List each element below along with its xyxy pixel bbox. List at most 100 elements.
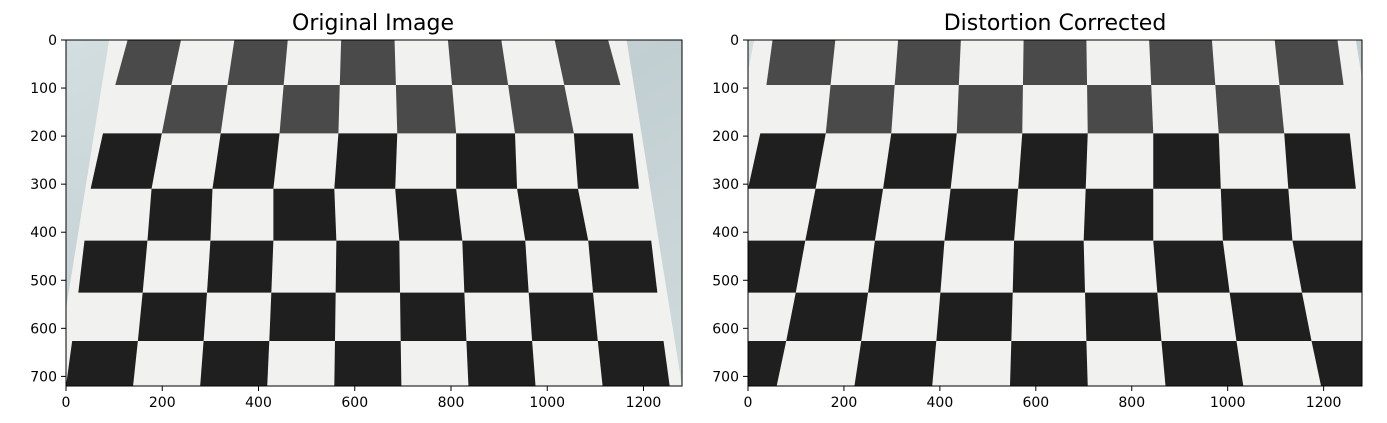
checker-square — [956, 84, 1023, 134]
x-tick-label: 600 — [1022, 395, 1049, 411]
y-tick-label: 400 — [30, 225, 57, 241]
axes-frame — [65, 39, 683, 387]
checker-square — [1153, 133, 1221, 189]
checker-square — [1149, 40, 1216, 85]
checker-square — [447, 40, 509, 85]
checker-square — [1292, 240, 1362, 293]
checker-square — [137, 292, 207, 342]
x-tick-label: 200 — [831, 395, 858, 411]
checker-square — [944, 188, 1019, 241]
checker-square — [1229, 292, 1312, 342]
y-tick-label: 100 — [712, 81, 739, 97]
checker-square — [227, 40, 288, 85]
checker-square — [115, 40, 181, 85]
x-tick-label: 400 — [245, 395, 272, 411]
checker-square — [1087, 84, 1154, 134]
y-tick-label: 600 — [30, 321, 57, 337]
checker-square — [1083, 188, 1154, 241]
checker-square — [1085, 292, 1162, 342]
checker-square — [161, 84, 228, 134]
y-tick-label: 700 — [30, 369, 57, 385]
photo — [748, 40, 1362, 386]
checker-square — [883, 133, 957, 189]
checker-square — [466, 341, 536, 386]
y-tick-label: 500 — [712, 273, 739, 289]
checker-square — [90, 133, 162, 189]
checker-square — [200, 341, 270, 386]
checker-square — [206, 240, 274, 293]
checker-square — [400, 292, 467, 342]
checker-square — [1274, 40, 1344, 85]
x-tick-label: 600 — [341, 395, 368, 411]
checker-square — [395, 84, 457, 134]
checker-square — [147, 188, 213, 241]
checker-square — [66, 341, 138, 386]
x-tick-label: 800 — [438, 395, 465, 411]
checker-square — [805, 188, 884, 241]
original-image-panel: 0 200 400 600 800 1000 1200 0 100 200 300 400 500 600… — [30, 33, 683, 411]
y-tick-label: 200 — [30, 129, 57, 145]
checker-square — [786, 292, 869, 342]
x-tick-label: 1000 — [529, 395, 565, 411]
checker-square — [748, 240, 806, 293]
checker-square — [334, 133, 398, 189]
checker-square — [868, 240, 945, 293]
photo — [66, 40, 682, 386]
checker-square — [1009, 341, 1088, 386]
x-tick-label: 200 — [149, 395, 176, 411]
checker-square — [1012, 240, 1086, 293]
checker-square — [1022, 40, 1088, 85]
checker-square — [1215, 84, 1285, 134]
checker-square — [1153, 240, 1230, 293]
checker-square — [273, 188, 337, 241]
checker-square — [212, 133, 280, 189]
checker-square — [269, 292, 336, 342]
checker-square — [588, 240, 658, 293]
y-tick-label: 200 — [712, 129, 739, 145]
checker-square — [554, 40, 621, 85]
checker-square — [597, 341, 670, 386]
checker-square — [766, 40, 836, 85]
checker-square — [1311, 341, 1362, 386]
x-tick-label: 1200 — [626, 395, 662, 411]
y-tick-label: 500 — [30, 273, 57, 289]
checker-square — [517, 188, 589, 241]
checker-square — [748, 341, 787, 386]
checker-square — [508, 84, 574, 134]
checker-square — [1018, 133, 1088, 189]
checker-square — [339, 40, 396, 85]
checker-square — [78, 240, 148, 293]
checker-square — [279, 84, 340, 134]
corrected-image-panel: 0 200 400 600 800 1000 1200 0 100 200 300 400 500 600… — [712, 33, 1363, 411]
y-tick-label: 600 — [712, 321, 739, 337]
x-tick-label: 1000 — [1210, 395, 1246, 411]
checker-square — [1161, 341, 1244, 386]
checker-square — [573, 133, 639, 189]
y-tick-label: 300 — [712, 177, 739, 193]
checker-square — [825, 84, 895, 134]
checker-square — [462, 240, 529, 293]
y-tick-label: 700 — [712, 369, 739, 385]
y-tick-label: 400 — [712, 225, 739, 241]
checker-square — [1284, 133, 1356, 189]
x-tick-label: 800 — [1118, 395, 1145, 411]
checker-square — [748, 133, 826, 189]
panel-title-original: Original Image — [292, 11, 454, 36]
checker-square — [456, 133, 518, 189]
panel-title-corrected: Distortion Corrected — [944, 11, 1167, 36]
checker-square — [335, 240, 401, 293]
checker-square — [395, 188, 463, 241]
x-tick-label: 1200 — [1306, 395, 1342, 411]
checker-square — [334, 341, 402, 386]
checker-square — [894, 40, 961, 85]
checker-square — [854, 341, 937, 386]
y-tick-label: 300 — [30, 177, 57, 193]
y-tick-label: 0 — [730, 33, 739, 49]
checker-square — [1220, 188, 1293, 241]
y-tick-label: 100 — [30, 81, 57, 97]
y-tick-label: 0 — [48, 33, 57, 49]
x-tick-label: 400 — [927, 395, 954, 411]
checker-square — [936, 292, 1013, 342]
axes-frame — [747, 39, 1363, 387]
